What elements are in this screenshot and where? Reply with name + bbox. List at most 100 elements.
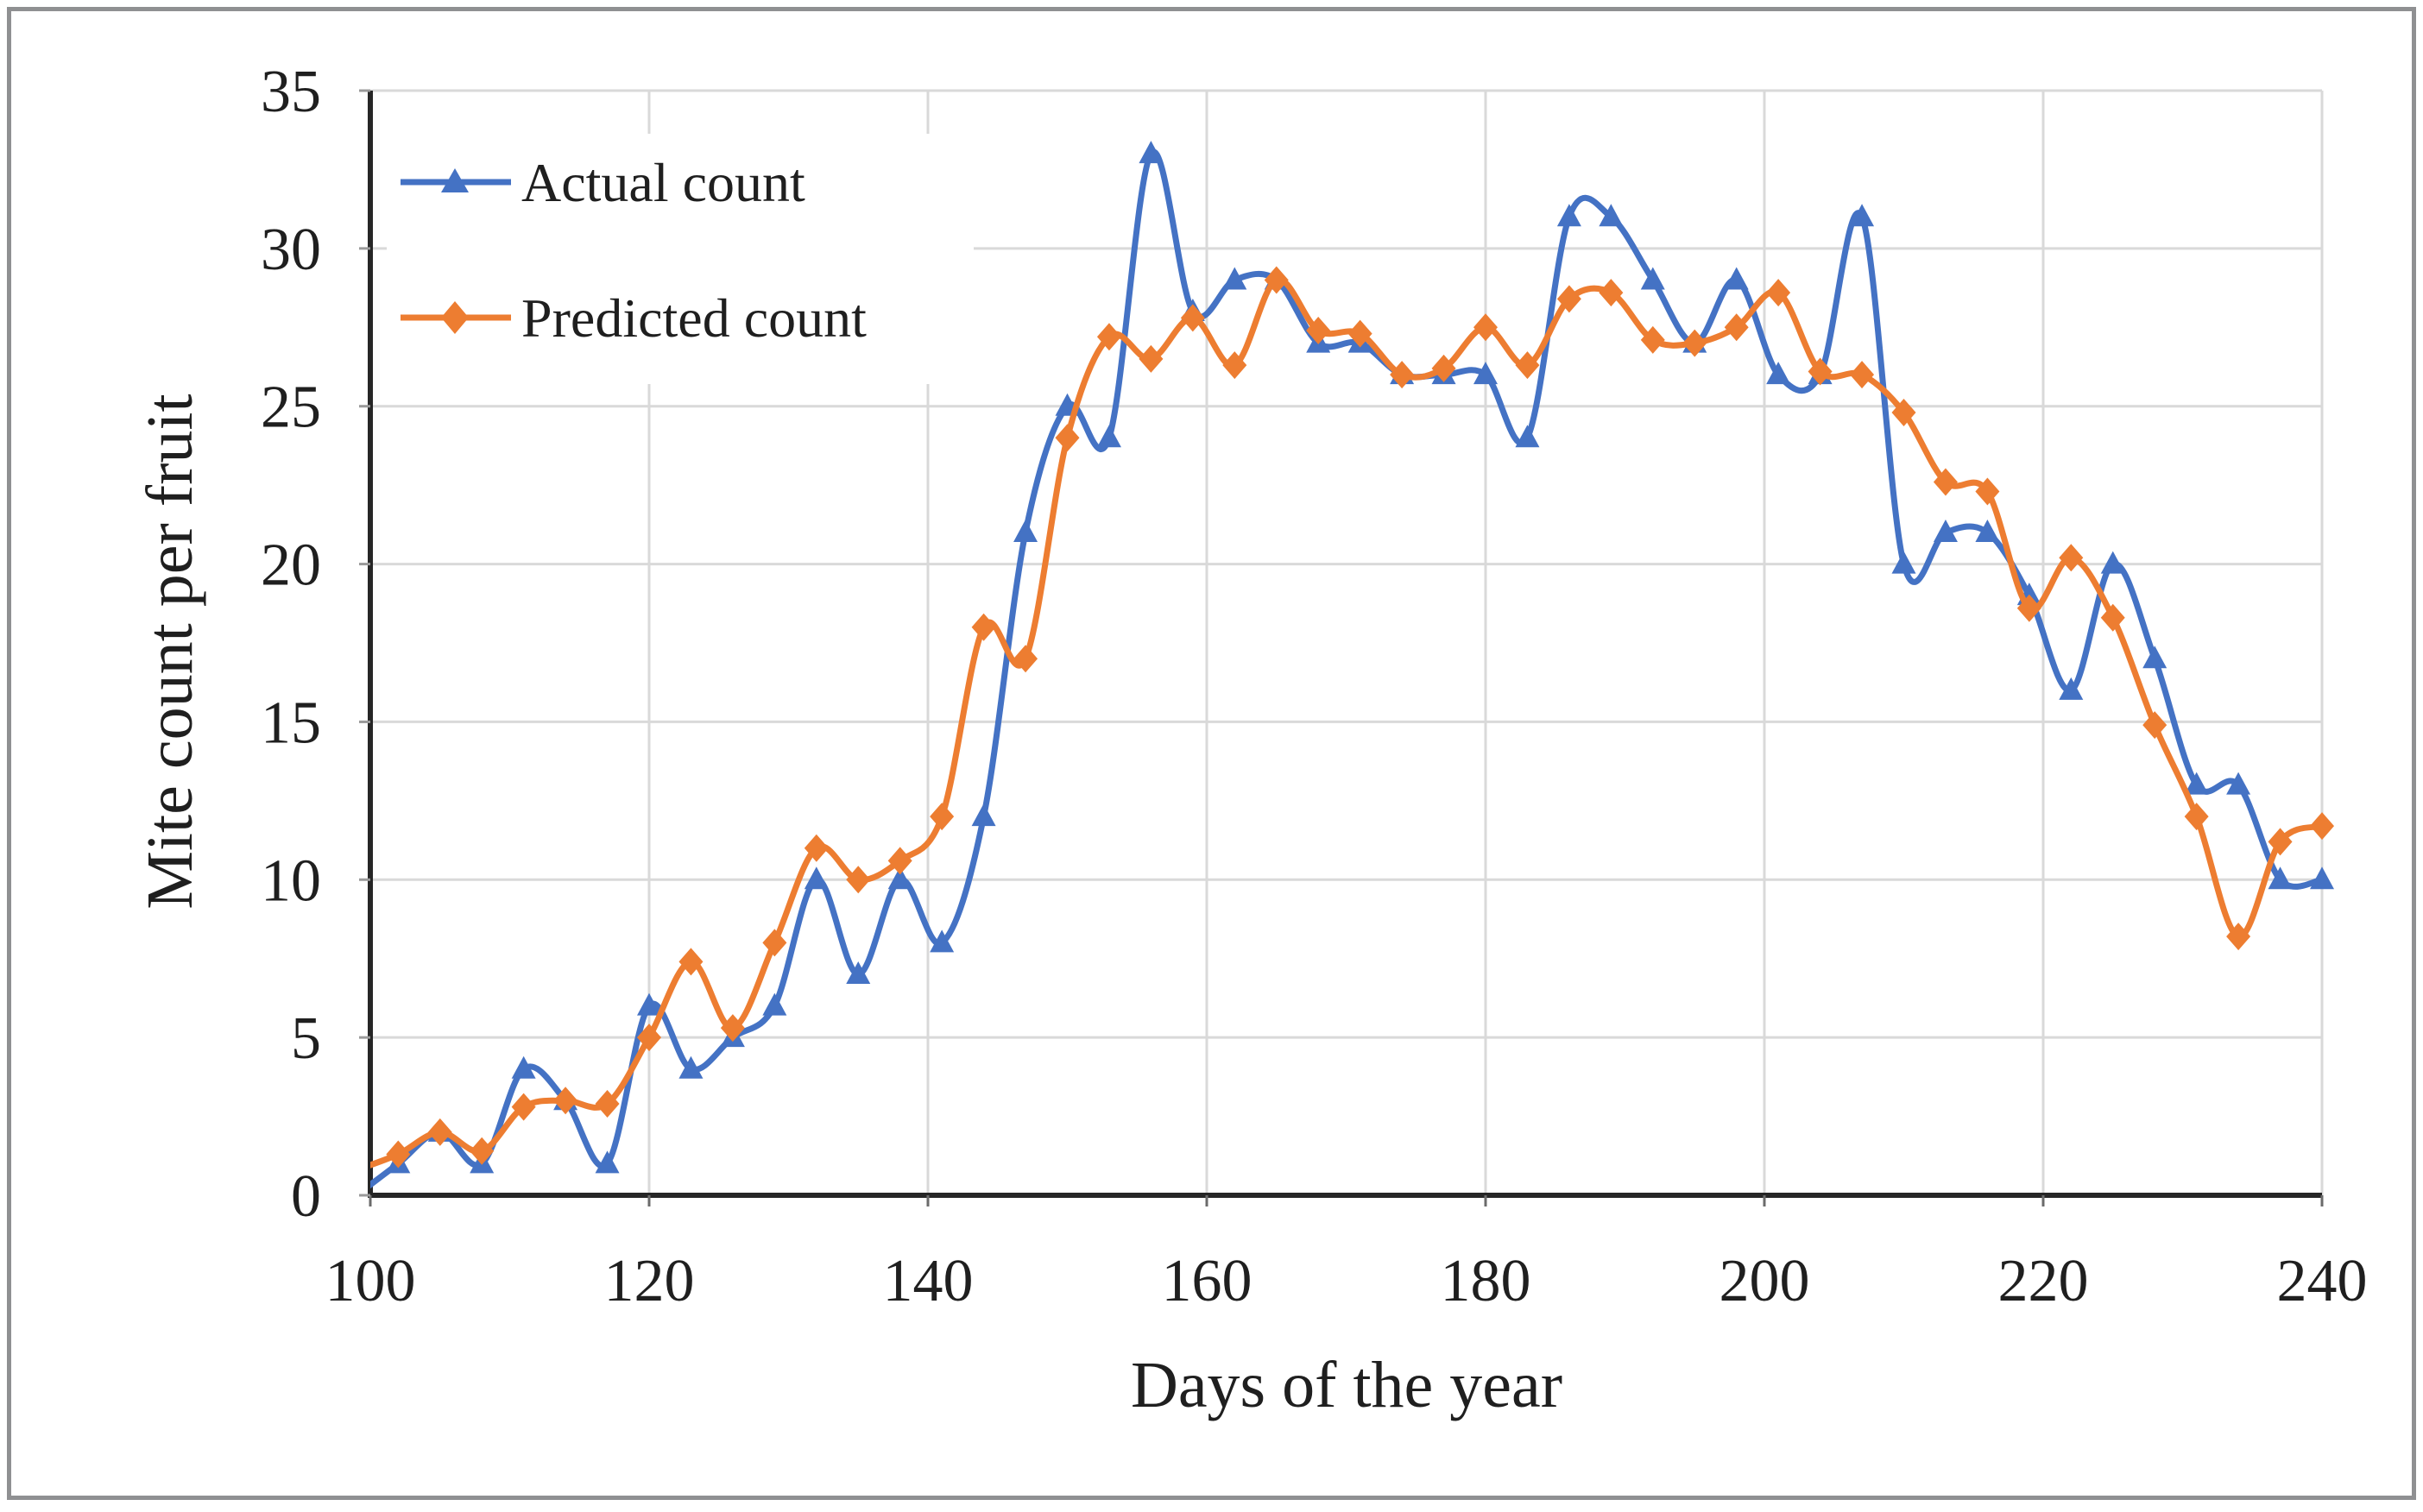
actual-data-point-marker bbox=[1891, 551, 1916, 574]
x-tick-label: 180 bbox=[1441, 1248, 1531, 1314]
y-tick-label: 15 bbox=[261, 690, 321, 756]
predicted-data-point-marker bbox=[1975, 477, 2000, 506]
predicted-data-point-marker bbox=[2016, 594, 2041, 622]
actual-data-point-marker bbox=[678, 1055, 704, 1079]
y-tick-label: 35 bbox=[261, 59, 321, 125]
actual-data-point-marker bbox=[511, 1055, 536, 1079]
predicted-data-point-marker bbox=[1556, 285, 1581, 313]
predicted-data-point-marker bbox=[1766, 279, 1791, 307]
predicted-data-point-marker bbox=[386, 1140, 411, 1169]
x-tick-label: 160 bbox=[1162, 1248, 1253, 1314]
y-tick-label: 0 bbox=[291, 1163, 321, 1230]
legend-label-predicted: Predicted count bbox=[521, 287, 867, 349]
actual-data-point-marker bbox=[1515, 425, 1540, 448]
predicted-data-point-marker bbox=[2268, 828, 2293, 856]
predicted-data-point-marker bbox=[1096, 323, 1121, 351]
predicted-data-point-marker bbox=[1891, 399, 1916, 427]
x-tick-label: 220 bbox=[1998, 1248, 2089, 1314]
actual-data-point-marker bbox=[2100, 551, 2125, 574]
predicted-data-point-marker bbox=[470, 1137, 495, 1165]
actual-data-point-marker bbox=[1640, 267, 1665, 290]
x-tick-label: 200 bbox=[1719, 1248, 1810, 1314]
predicted-data-point-marker bbox=[1306, 316, 1331, 344]
y-tick-label: 10 bbox=[261, 847, 321, 914]
actual-data-point-marker bbox=[1975, 520, 2000, 543]
triangle-marker-icon bbox=[441, 168, 469, 192]
predicted-data-point-marker bbox=[553, 1087, 578, 1115]
predicted-data-point-marker bbox=[2059, 544, 2084, 572]
predicted-data-point-marker bbox=[1933, 468, 1958, 496]
actual-data-point-marker bbox=[1139, 141, 1164, 164]
predicted-data-point-marker bbox=[1390, 361, 1415, 389]
legend-item-predicted: Predicted count bbox=[401, 287, 867, 349]
predicted-data-point-marker bbox=[1724, 313, 1749, 342]
predicted-data-point-marker bbox=[678, 948, 704, 976]
legend-item-actual: Actual count bbox=[401, 152, 805, 213]
actual-data-point-marker bbox=[2059, 677, 2084, 700]
actual-data-point-marker bbox=[762, 992, 787, 1016]
predicted-data-point-marker bbox=[1013, 645, 1038, 673]
predicted-data-point-marker bbox=[1180, 304, 1205, 332]
actual-data-point-marker bbox=[846, 961, 871, 985]
actual-data-point-marker bbox=[595, 1150, 620, 1174]
diamond-marker-icon bbox=[441, 301, 469, 334]
actual-data-point-marker bbox=[1556, 204, 1581, 227]
actual-data-point-marker bbox=[804, 866, 829, 890]
actual-data-point-marker bbox=[2310, 866, 2334, 890]
predicted-data-point-marker bbox=[1139, 344, 1164, 373]
actual-data-point-marker bbox=[1766, 362, 1791, 385]
predicted-data-point-marker bbox=[887, 847, 912, 875]
predicted-data-point-marker bbox=[427, 1118, 452, 1146]
series-layer bbox=[370, 141, 2334, 1189]
actual-data-point-marker bbox=[2226, 772, 2251, 795]
predicted-data-point-marker bbox=[2184, 803, 2209, 831]
legend-label-actual: Actual count bbox=[521, 152, 805, 213]
actual-data-point-marker bbox=[1473, 362, 1498, 385]
actual-data-point-marker bbox=[2268, 866, 2293, 890]
predicted-data-point-marker bbox=[2100, 603, 2125, 632]
predicted-data-point-marker bbox=[1850, 361, 1875, 389]
predicted-data-point-marker bbox=[930, 803, 955, 831]
actual-data-point-marker bbox=[2184, 772, 2209, 795]
predicted-data-point-marker bbox=[971, 613, 996, 641]
y-tick-label: 20 bbox=[261, 532, 321, 599]
actual-data-point-marker bbox=[1933, 520, 1958, 543]
tick-labels: 100 120 140 160 180 200 220 240 0 5 10 15 20 25 30 35 bbox=[261, 59, 2368, 1314]
predicted-data-point-marker bbox=[1515, 351, 1540, 380]
x-tick-label: 240 bbox=[2277, 1248, 2368, 1314]
predicted-data-point-marker bbox=[1640, 325, 1665, 354]
actual-data-point-marker bbox=[887, 866, 912, 890]
predicted-data-point-marker bbox=[511, 1093, 536, 1121]
actual-data-point-marker bbox=[2142, 646, 2167, 669]
predicted-data-point-marker bbox=[804, 834, 829, 862]
legend: Actual count Predicted count bbox=[387, 134, 974, 384]
predicted-data-point-marker bbox=[1808, 357, 1833, 386]
actual-data-point-marker bbox=[1850, 204, 1875, 227]
y-tick-label: 25 bbox=[261, 375, 321, 441]
actual-data-point-marker bbox=[1724, 267, 1749, 290]
predicted-data-point-marker bbox=[720, 1014, 745, 1043]
predicted-data-point-marker bbox=[1347, 319, 1372, 348]
predicted-data-point-marker bbox=[1682, 329, 1707, 357]
predicted-data-point-marker bbox=[637, 1024, 661, 1052]
predicted-data-point-marker bbox=[2310, 812, 2334, 841]
predicted-data-point-marker bbox=[762, 929, 787, 957]
actual-data-point-marker bbox=[1013, 520, 1038, 543]
legend-background bbox=[387, 134, 974, 384]
actual-data-point-marker bbox=[971, 803, 996, 827]
actual-data-point-marker bbox=[637, 992, 661, 1016]
x-axis-title: Days of the year bbox=[1131, 1349, 1562, 1421]
actual-data-point-marker bbox=[930, 929, 955, 953]
x-tick-label: 100 bbox=[325, 1248, 416, 1314]
predicted-data-point-marker bbox=[846, 866, 871, 894]
predicted-data-point-marker bbox=[2226, 923, 2251, 951]
y-axis-title: Mite count per fruit bbox=[134, 394, 206, 909]
predicted-data-point-marker bbox=[595, 1089, 620, 1118]
axes bbox=[359, 89, 2324, 1206]
actual-data-point-marker bbox=[1096, 425, 1121, 448]
actual-data-point-marker bbox=[1222, 267, 1247, 290]
actual-data-point-marker bbox=[1599, 204, 1624, 227]
predicted-series-line bbox=[370, 276, 2324, 1169]
x-tick-label: 140 bbox=[883, 1248, 974, 1314]
